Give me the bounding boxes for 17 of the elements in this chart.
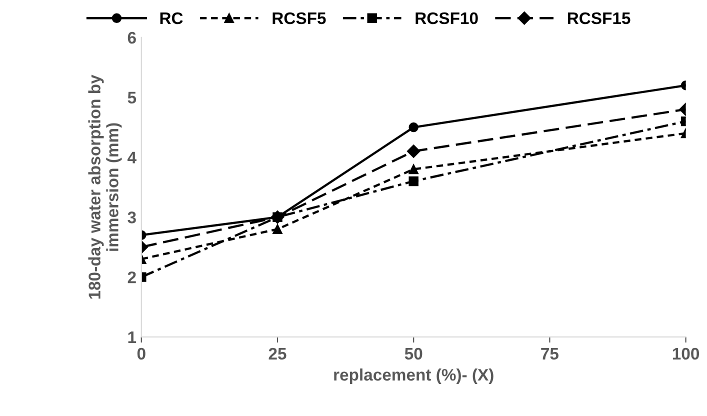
x-tick-label: 0	[137, 348, 146, 360]
x-tick-label: 50	[404, 348, 422, 360]
x-tick-label: 75	[541, 348, 558, 360]
y-tick-label: 5	[128, 92, 136, 104]
x-axis-title: replacement (%)- (X)	[334, 368, 494, 384]
y-tick-label: 6	[128, 32, 136, 44]
x-tick-label: 25	[268, 348, 286, 360]
legend-label: RCSF10	[416, 12, 478, 24]
y-tick-label: 1	[128, 332, 136, 343]
legend-label: RC	[160, 12, 183, 24]
y-tick-label: 2	[128, 271, 136, 284]
y-axis-title: 180-day water absorption by immersion (mm)	[88, 74, 122, 299]
y-tick-label: 4	[128, 152, 136, 164]
x-tick-label: 100	[672, 348, 700, 360]
legend-label: RCSF5	[272, 12, 326, 24]
y-tick-label: 3	[128, 212, 136, 224]
legend-label: RCSF15	[568, 12, 630, 24]
